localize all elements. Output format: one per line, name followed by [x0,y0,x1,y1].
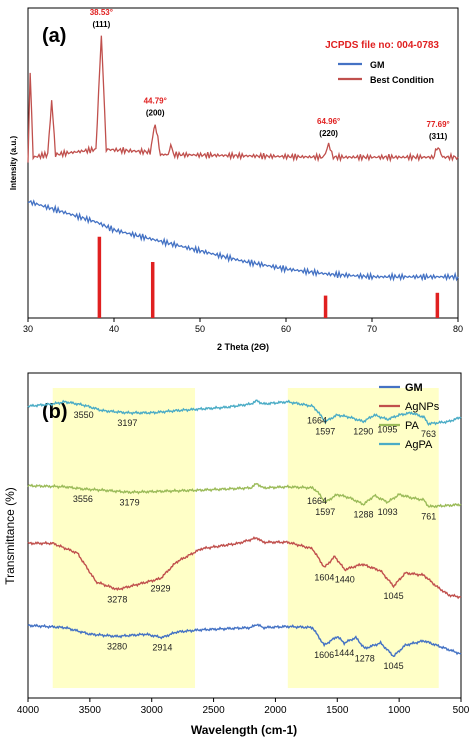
legend-a-label-gm: GM [370,60,385,70]
panel-b-frame [27,372,462,699]
panel-b-x-tick-label: 2000 [264,705,287,716]
panel-a-x-tick-label: 70 [367,324,377,334]
series-line-best-condition [27,35,459,163]
legend-b-label-pa: PA [405,420,420,432]
peak-wavenumber-label: 761 [421,512,436,522]
panel-a-x-tick-label: 80 [453,324,463,334]
panel-b-x-tick-label: 1500 [326,705,349,716]
peak-hkl-label: (200) [146,108,165,117]
panel-b-x-tick-label: 1000 [388,705,411,716]
panel-b-x-axis-title: Wavelength (cm-1) [191,723,297,737]
highlight-region [52,388,196,688]
panel-a-series [27,35,459,282]
peak-wavenumber-label: 3556 [73,494,93,504]
highlight-region [287,388,439,688]
panel-a-x-axis-title: 2 Theta (2Θ) [217,342,269,352]
panel-b-x-tick-label: 3000 [141,705,164,716]
panel-a: (a) JCPDS file no: 004-0783 GM Best Cond… [9,7,463,352]
peak-wavenumber-label: 1606 [314,650,334,660]
peak-wavenumber-label: 1597 [315,427,335,437]
peak-angle-label: 77.69° [427,120,450,129]
peak-hkl-label: (220) [319,129,338,138]
panel-b-series [27,399,462,658]
legend-b-label-agnps: AgNPs [405,401,440,413]
series-line-agnps [27,536,462,600]
panel-a-x-tick-label: 50 [195,324,205,334]
panel-b-x-tick-label: 4000 [17,705,40,716]
legend-b-label-gm: GM [405,382,423,394]
panel-a-x-tick-label: 40 [109,324,119,334]
panel-b: (b) GM AgNPs PA AgPA Wavelength (cm-1) T… [3,372,470,737]
legend-b-label-agpa: AgPA [405,439,433,451]
peak-angle-label: 38.53° [90,8,113,17]
series-line-gm [27,623,462,658]
panel-b-y-axis-title: Transmittance (%) [3,487,17,585]
peak-wavenumber-label: 1288 [353,509,373,519]
legend-a-label-best: Best Condition [370,75,434,85]
peak-wavenumber-label: 3197 [117,418,137,428]
peak-wavenumber-label: 3278 [107,595,127,605]
panel-a-jcpds-note: JCPDS file no: 004-0783 [325,40,439,51]
panel-b-x-tick-label: 2500 [202,705,225,716]
panel-a-reference-lines [97,236,440,318]
panel-b-highlight-regions [52,388,439,688]
peak-wavenumber-label: 1290 [353,427,373,437]
peak-wavenumber-label: 3179 [120,497,140,507]
peak-wavenumber-label: 1664 [307,416,327,426]
peak-wavenumber-label: 3280 [107,641,127,651]
panel-a-x-tick-label: 30 [23,324,33,334]
panel-a-x-tick-label: 60 [281,324,291,334]
series-line-agpa [27,399,462,426]
series-line-pa [27,482,462,509]
peak-angle-label: 64.96° [317,117,340,126]
peak-wavenumber-label: 1095 [377,424,397,434]
panel-a-x-ticks: 30 40 50 60 70 80 [23,318,463,334]
peak-angle-label: 44.79° [144,96,167,105]
peak-wavenumber-label: 1664 [307,496,327,506]
peak-hkl-label: (111) [92,20,110,29]
panel-a-frame [27,7,459,319]
peak-wavenumber-label: 1604 [314,573,334,583]
panel-a-y-axis-title: Intensity (a.u.) [9,136,18,191]
panel-b-x-ticks: 4000 3500 3000 2500 2000 1500 1000 500 [17,698,470,716]
peak-wavenumber-label: 1093 [378,507,398,517]
panel-b-label: (b) [42,401,68,423]
peak-wavenumber-label: 1440 [335,575,355,585]
panel-b-x-tick-label: 500 [453,705,470,716]
peak-wavenumber-label: 1045 [384,591,404,601]
peak-wavenumber-label: 763 [421,429,436,439]
peak-wavenumber-label: 2914 [152,643,172,653]
peak-wavenumber-label: 1045 [384,661,404,671]
panel-b-x-tick-label: 3500 [79,705,102,716]
peak-wavenumber-label: 2929 [150,584,170,594]
peak-wavenumber-label: 1444 [334,648,354,658]
peak-wavenumber-label: 3550 [74,410,94,420]
peak-wavenumber-label: 1278 [355,654,375,664]
panel-a-label: (a) [42,25,66,47]
peak-wavenumber-label: 1597 [315,507,335,517]
peak-hkl-label: (311) [429,132,448,141]
panel-a-peak-annotations: 38.53° (111) 44.79° (200) 64.96° (220) 77.69° (… [90,8,450,141]
series-line-gm [27,199,459,282]
